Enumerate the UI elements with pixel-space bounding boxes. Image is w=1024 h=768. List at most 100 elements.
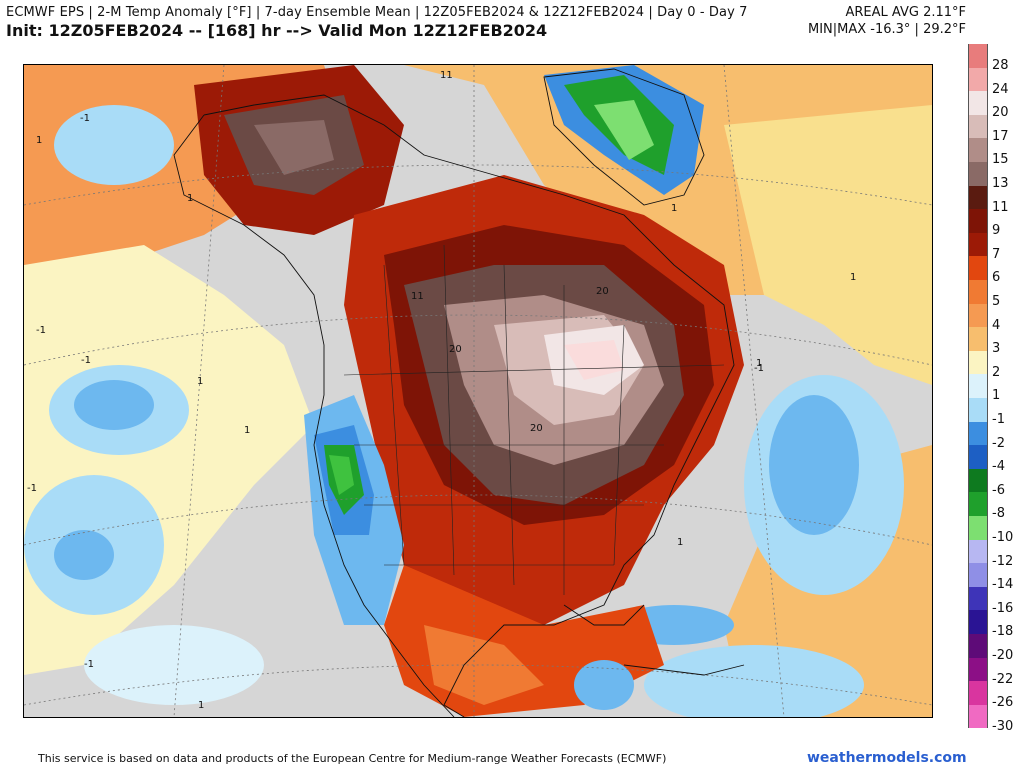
legend-entry: -20 xyxy=(966,634,1022,663)
legend-label: 6 xyxy=(992,270,1001,286)
legend-label: 13 xyxy=(992,176,1009,191)
legend-entry: -30 xyxy=(966,704,1022,734)
legend-label: -6 xyxy=(992,482,1005,498)
legend-swatch xyxy=(968,162,988,186)
legend-entry: -10 xyxy=(966,516,1022,545)
legend-entry: 17 xyxy=(966,114,1022,144)
legend-swatch xyxy=(968,539,988,564)
legend-entry: -8 xyxy=(966,492,1022,521)
legend-entry: 2 xyxy=(966,350,1022,380)
contour-label: 1 xyxy=(756,358,762,369)
legend-entry: 13 xyxy=(966,162,1022,191)
contour-label: -1 xyxy=(81,355,91,366)
legend-label: -20 xyxy=(992,648,1014,663)
contour-label: 20 xyxy=(530,423,543,434)
legend-label: -12 xyxy=(992,553,1014,569)
legend-entry: 5 xyxy=(966,280,1022,309)
areal-average-readout: AREAL AVG 2.11°F xyxy=(845,5,967,20)
contour-label: 1 xyxy=(187,193,193,204)
legend-swatch xyxy=(968,681,988,705)
legend-label: -22 xyxy=(992,671,1014,687)
contour-label: 1 xyxy=(677,537,683,548)
legend-entry: -14 xyxy=(966,563,1022,592)
contour-label: -1 xyxy=(80,113,90,124)
legend-swatch xyxy=(968,91,988,115)
legend-swatch xyxy=(968,610,988,634)
ecmwf-attribution: This service is based on data and produc… xyxy=(38,752,667,765)
legend-entry: -6 xyxy=(966,468,1022,498)
contour-label: 1 xyxy=(197,376,203,387)
contour-label: 11 xyxy=(440,70,453,81)
legend-swatch xyxy=(968,421,988,446)
contour-label: -1 xyxy=(84,659,94,670)
legend-swatch xyxy=(968,657,988,682)
contour-label: -1 xyxy=(27,483,37,494)
legend-label: 5 xyxy=(992,294,1001,309)
legend-label: 15 xyxy=(992,152,1009,168)
contour-label: -1 xyxy=(754,363,764,374)
contour-label: 11 xyxy=(411,291,424,302)
legend-label: 28 xyxy=(992,58,1009,73)
legend-entry: 7 xyxy=(966,232,1022,262)
legend-swatch xyxy=(968,209,988,233)
legend-swatch xyxy=(968,232,988,257)
legend-swatch xyxy=(968,185,988,210)
contour-label: 20 xyxy=(449,344,462,355)
site-link[interactable]: weathermodels.com xyxy=(807,750,967,766)
legend-entry: 6 xyxy=(966,256,1022,285)
legend-entry: 24 xyxy=(966,67,1022,97)
legend-swatch xyxy=(968,350,988,375)
contour-label: -1 xyxy=(36,325,46,336)
legend-swatch xyxy=(968,67,988,92)
legend-label: 11 xyxy=(992,199,1009,215)
chart-title-line-1: ECMWF EPS | 2-M Temp Anomaly [°F] | 7-da… xyxy=(6,5,748,20)
legend-label: 7 xyxy=(992,246,1001,262)
chart-title-line-2: Init: 12Z05FEB2024 -- [168] hr --> Valid… xyxy=(6,21,548,40)
legend-label: -26 xyxy=(992,695,1014,711)
legend-label: -18 xyxy=(992,624,1014,640)
legend-swatch xyxy=(968,563,988,587)
legend-label: -30 xyxy=(992,718,1014,734)
legend-swatch xyxy=(968,303,988,328)
legend-label: 17 xyxy=(992,128,1009,144)
contour-label: 1 xyxy=(198,700,204,711)
legend-label: 4 xyxy=(992,317,1001,333)
legend-entry: 20 xyxy=(966,91,1022,120)
anomaly-map: 20 20 20 11 11 1 1 1 1 1 1 1 1 1 -1 -1 -… xyxy=(23,64,933,718)
contour-label: 1 xyxy=(244,425,250,436)
legend-label: -4 xyxy=(992,459,1005,475)
legend-swatch xyxy=(968,327,988,351)
legend-entry: -4 xyxy=(966,445,1022,474)
legend-swatch xyxy=(968,114,988,139)
legend-entry: 4 xyxy=(966,303,1022,333)
legend-entry: 3 xyxy=(966,327,1022,356)
legend-label: -2 xyxy=(992,435,1005,451)
legend-entry: -2 xyxy=(966,421,1022,451)
legend-entry: -16 xyxy=(966,586,1022,616)
legend-swatch xyxy=(968,374,988,398)
legend-entry: 28 xyxy=(966,44,1022,73)
legend-swatch xyxy=(968,445,988,469)
contour-label: 20 xyxy=(596,286,609,297)
legend-swatch xyxy=(968,138,988,162)
legend-entry: 15 xyxy=(966,138,1022,167)
legend-swatch xyxy=(968,468,988,493)
legend-entry: -18 xyxy=(966,610,1022,639)
legend-label: 3 xyxy=(992,341,1001,357)
legend-swatch xyxy=(968,586,988,611)
legend-swatch xyxy=(968,280,988,304)
legend-label: -10 xyxy=(992,530,1014,545)
legend-swatch xyxy=(968,256,988,280)
legend-entry: -26 xyxy=(966,681,1022,710)
legend-swatch xyxy=(968,492,988,516)
legend-label: -1 xyxy=(992,412,1005,427)
legend-entry: -22 xyxy=(966,657,1022,687)
legend-label: 9 xyxy=(992,223,1001,239)
legend-label: -16 xyxy=(992,600,1014,616)
legend-entry: -1 xyxy=(966,398,1022,427)
legend-swatch xyxy=(968,516,988,540)
contour-label: 1 xyxy=(850,272,856,283)
legend-label: 20 xyxy=(992,105,1009,121)
legend-swatch xyxy=(968,398,988,422)
legend-swatch xyxy=(968,44,988,68)
